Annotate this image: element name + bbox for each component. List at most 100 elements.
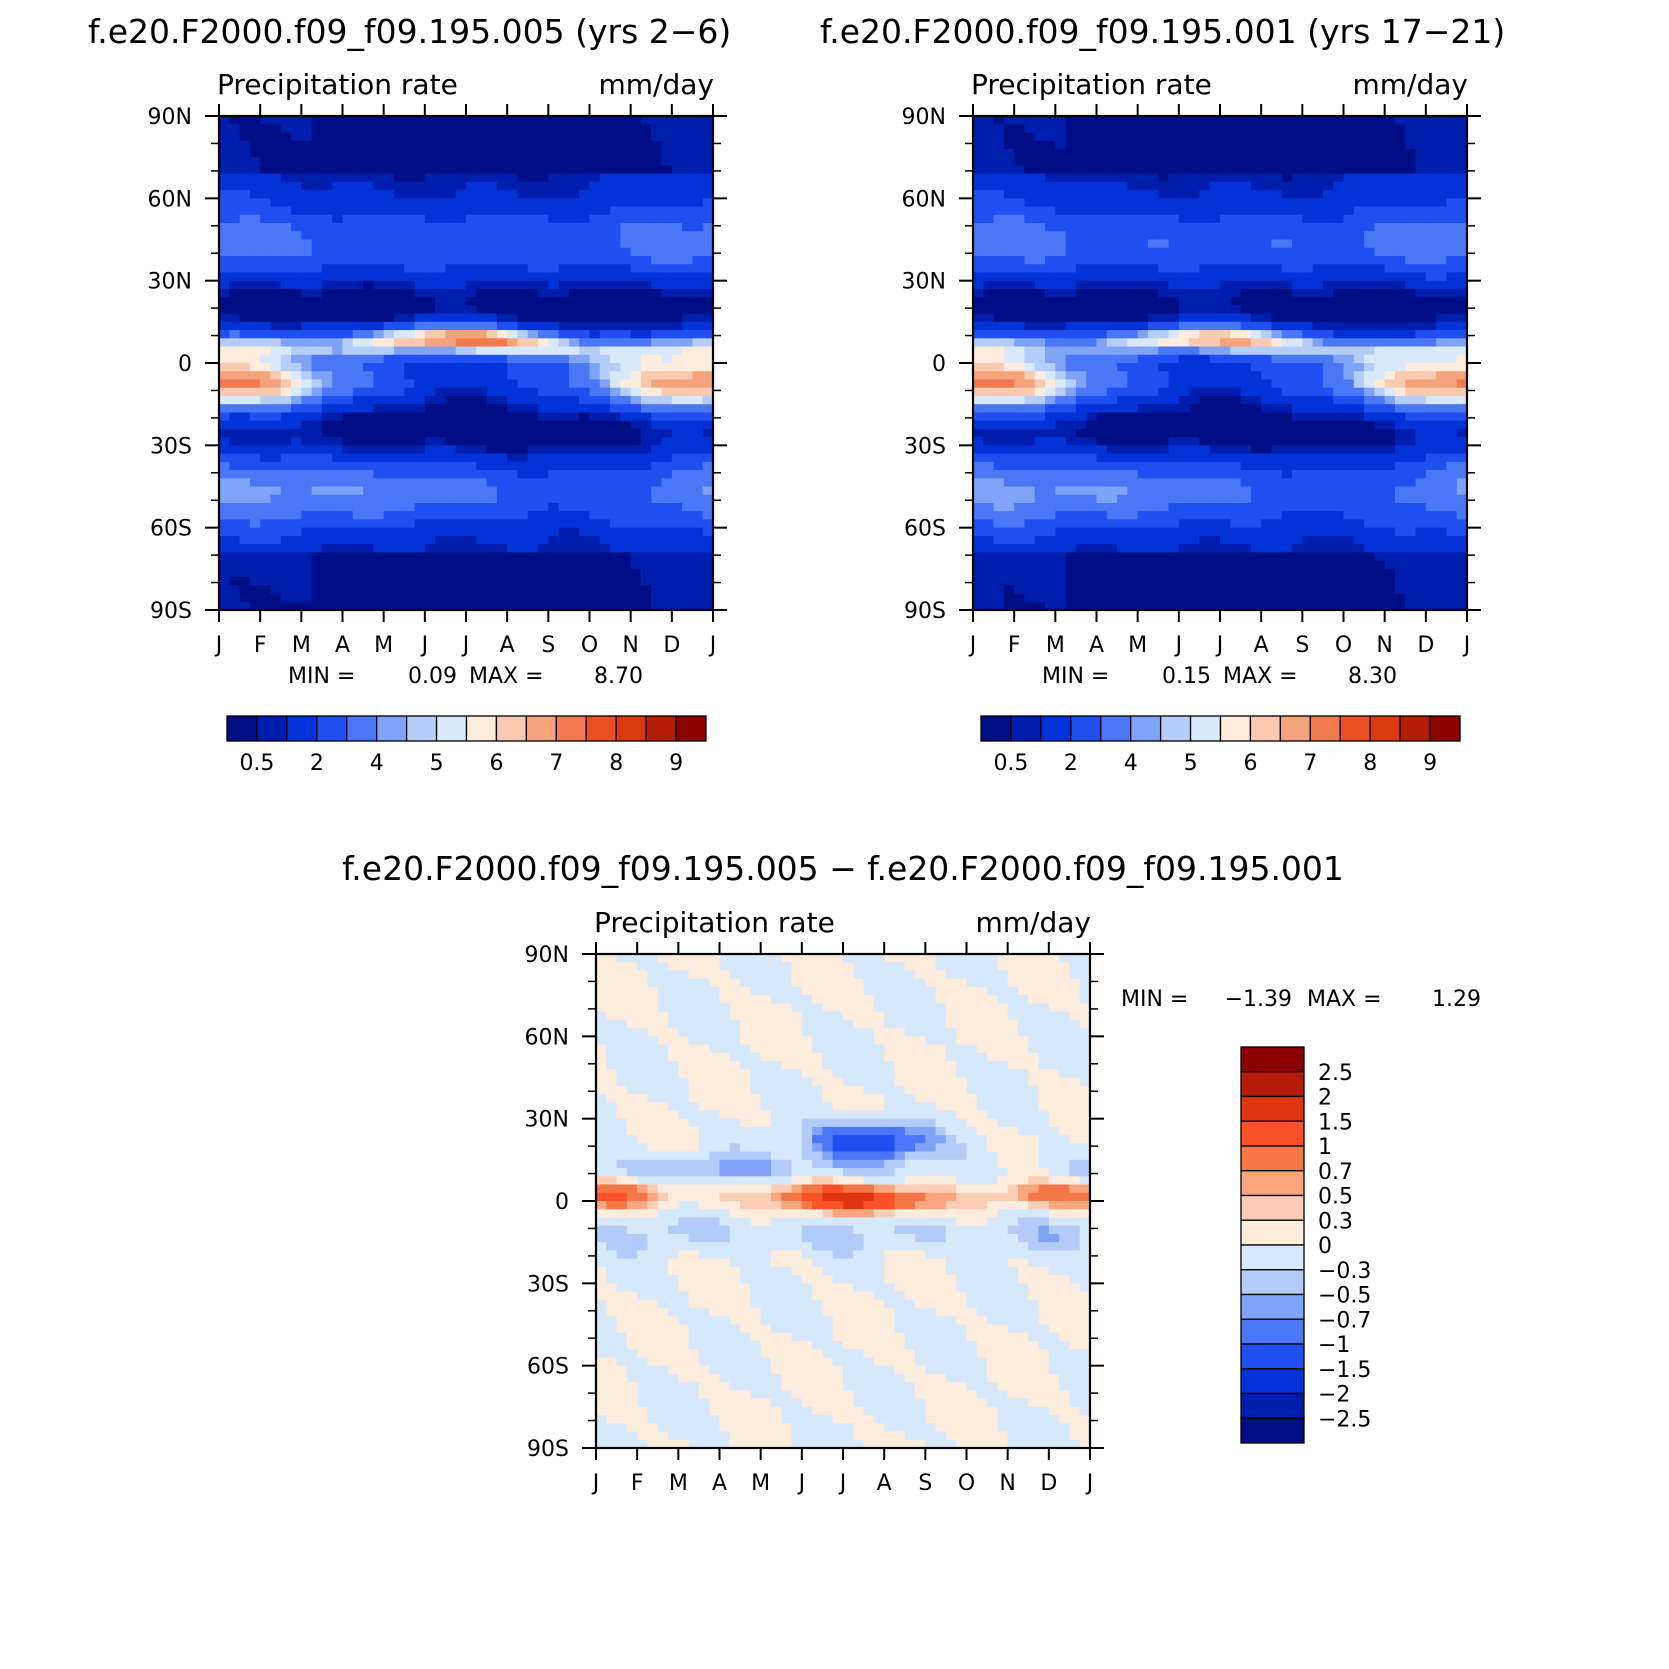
field-cell bbox=[1003, 470, 1015, 479]
field-cell bbox=[496, 321, 508, 331]
field-cell bbox=[1220, 140, 1231, 150]
field-cell bbox=[1209, 527, 1221, 537]
field-cell bbox=[270, 404, 282, 413]
field-cell bbox=[280, 132, 292, 142]
field-cell bbox=[1086, 140, 1098, 150]
field-cell bbox=[352, 535, 364, 545]
field-cell bbox=[1178, 280, 1190, 290]
field-cell bbox=[993, 190, 1005, 199]
field-cell bbox=[507, 313, 519, 323]
field-cell bbox=[630, 519, 642, 529]
field-cell bbox=[1271, 461, 1283, 471]
field-cell bbox=[311, 354, 323, 364]
field-cell bbox=[1024, 494, 1036, 504]
field-cell bbox=[466, 132, 477, 142]
field-cell bbox=[496, 132, 508, 142]
field-cell bbox=[620, 297, 632, 306]
field-cell bbox=[1189, 231, 1201, 241]
field-cell bbox=[1168, 288, 1180, 298]
field-cell bbox=[249, 437, 261, 446]
field-cell bbox=[517, 214, 529, 224]
field-cell bbox=[332, 379, 344, 389]
field-cell bbox=[1034, 288, 1046, 298]
field-cell bbox=[1168, 494, 1180, 504]
field-cell bbox=[1014, 428, 1026, 438]
field-cell bbox=[249, 140, 261, 150]
field-cell bbox=[1168, 116, 1180, 125]
field-cell bbox=[1209, 470, 1221, 479]
field-cell bbox=[1137, 470, 1149, 479]
field-cell bbox=[1034, 478, 1046, 488]
field-cell bbox=[599, 321, 611, 331]
field-cell bbox=[260, 305, 272, 315]
field-cell bbox=[1034, 280, 1046, 290]
field-cell bbox=[311, 379, 323, 389]
field-cell bbox=[383, 519, 395, 529]
field-cell bbox=[1106, 198, 1118, 208]
field-cell bbox=[404, 494, 416, 504]
field-cell bbox=[311, 297, 323, 306]
field-cell bbox=[1075, 346, 1087, 356]
field-cell bbox=[373, 560, 385, 570]
field-cell bbox=[1127, 363, 1139, 372]
field-cell bbox=[1240, 297, 1252, 306]
field-cell bbox=[1199, 247, 1211, 257]
field-cell bbox=[1230, 428, 1242, 438]
field-cell bbox=[393, 478, 405, 488]
field-cell bbox=[1199, 313, 1211, 323]
field-cell bbox=[1158, 593, 1170, 603]
field-cell bbox=[1045, 148, 1056, 158]
field-cell bbox=[599, 223, 611, 232]
field-cell bbox=[1281, 387, 1293, 397]
field-cell bbox=[270, 321, 282, 331]
field-cell bbox=[1281, 148, 1293, 158]
field-cell bbox=[1240, 272, 1252, 282]
field-cell bbox=[568, 223, 580, 232]
field-cell bbox=[321, 527, 333, 537]
field-cell bbox=[1096, 330, 1108, 339]
field-cell bbox=[1014, 280, 1026, 290]
field-cell bbox=[1312, 190, 1324, 199]
field-cell bbox=[548, 214, 560, 224]
field-cell bbox=[301, 297, 313, 306]
field-cell bbox=[692, 181, 704, 191]
field-cell bbox=[1178, 206, 1190, 216]
field-cell bbox=[270, 412, 282, 422]
field-cell bbox=[1024, 371, 1036, 381]
field-cell bbox=[973, 593, 984, 603]
field-cell bbox=[414, 601, 426, 610]
field-cell bbox=[661, 231, 673, 241]
field-cell bbox=[651, 280, 663, 290]
field-cell bbox=[435, 560, 447, 570]
field-cell bbox=[630, 404, 642, 413]
field-cell bbox=[1220, 132, 1231, 142]
field-cell bbox=[1240, 601, 1252, 610]
field-cell bbox=[1045, 379, 1056, 389]
field-cell bbox=[1220, 552, 1231, 562]
field-cell bbox=[610, 371, 621, 381]
field-cell bbox=[1261, 379, 1273, 389]
field-cell bbox=[270, 231, 282, 241]
field-cell bbox=[507, 577, 519, 586]
field-cell bbox=[239, 214, 251, 224]
field-cell bbox=[661, 395, 673, 405]
field-cell bbox=[1240, 437, 1252, 446]
field-cell bbox=[692, 140, 704, 150]
field-cell bbox=[507, 404, 519, 413]
field-cell bbox=[517, 173, 529, 183]
field-cell bbox=[692, 116, 704, 125]
field-cell bbox=[301, 288, 313, 298]
field-cell bbox=[229, 511, 241, 521]
field-cell bbox=[1137, 371, 1149, 381]
field-cell bbox=[363, 272, 374, 282]
field-cell bbox=[538, 601, 549, 610]
field-cell bbox=[373, 502, 385, 512]
field-cell bbox=[352, 568, 364, 578]
field-cell bbox=[702, 157, 713, 166]
field-cell bbox=[1240, 264, 1252, 274]
field-cell bbox=[568, 157, 580, 166]
field-cell bbox=[692, 379, 704, 389]
field-cell bbox=[1302, 428, 1314, 438]
field-cell bbox=[630, 552, 642, 562]
field-cell bbox=[548, 552, 560, 562]
